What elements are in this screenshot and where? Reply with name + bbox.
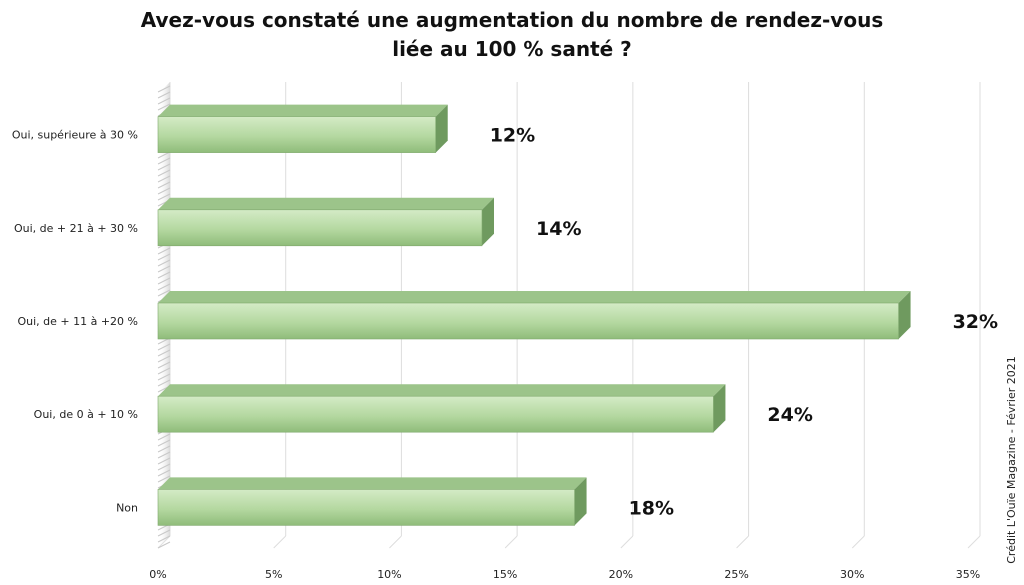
wall-hatch: [157, 151, 171, 159]
bar-side-face: [713, 384, 726, 433]
wall-hatch: [157, 451, 171, 459]
x-tick-label: 25%: [724, 568, 748, 581]
bar-front-face: [157, 209, 483, 247]
wall-hatch: [157, 439, 171, 447]
wall-hatch: [157, 529, 171, 537]
wall-hatch: [157, 103, 171, 111]
wall-hatch: [157, 541, 171, 549]
wall-hatch: [157, 445, 171, 453]
category-label: Oui, de + 21 à + 30 %: [14, 222, 138, 235]
wall-hatch: [157, 97, 171, 105]
wall-hatch: [157, 463, 171, 471]
bar-side-face: [898, 291, 911, 339]
grid-line-floor: [736, 535, 749, 549]
category-labels: Oui, supérieure à 30 % Oui, de + 21 à + 3…: [12, 129, 138, 515]
bar-front-face: [157, 489, 575, 526]
wall-hatch: [157, 175, 171, 183]
value-label: 18%: [629, 497, 674, 519]
x-tick-label: 20%: [609, 568, 633, 581]
wall-hatch: [157, 343, 171, 351]
category-label: Oui, supérieure à 30 %: [12, 129, 138, 142]
wall-hatch: [157, 433, 171, 441]
value-label: 32%: [953, 311, 998, 333]
category-label: Oui, de + 11 à +20 %: [17, 315, 138, 328]
wall-hatch: [157, 457, 171, 465]
x-tick-label: 35%: [956, 568, 980, 581]
x-axis-ticks: 0% 5% 10% 15% 20% 25% 30% 35%: [149, 568, 980, 581]
bar: [157, 104, 448, 153]
wall-hatch: [157, 259, 171, 267]
bar-top-face: [158, 197, 494, 210]
wall-hatch: [157, 289, 171, 297]
grid-line-floor: [389, 535, 402, 549]
wall-hatch: [157, 355, 171, 363]
wall-hatch: [157, 157, 171, 165]
wall-hatch: [157, 85, 171, 93]
x-tick-label: 10%: [377, 568, 401, 581]
bar-top-face: [158, 384, 726, 397]
grid-line-floor: [620, 535, 634, 549]
bar-front-face: [157, 302, 899, 340]
bar-side-face: [574, 477, 587, 526]
wall-hatch: [157, 187, 171, 195]
grid-line-floor: [851, 535, 865, 549]
wall-hatch: [157, 379, 171, 387]
bar: [157, 197, 494, 247]
wall-hatch: [157, 265, 171, 273]
grid-line-floor: [504, 535, 518, 549]
category-label: Non: [116, 501, 138, 514]
category-label: Oui, de 0 à + 10 %: [34, 408, 138, 421]
bar-side-face: [435, 104, 448, 153]
wall-hatch: [157, 367, 171, 375]
bar-front-face: [157, 395, 714, 433]
value-label: 12%: [490, 125, 535, 147]
wall-hatch: [157, 349, 171, 357]
chart-title-line-1: Avez-vous constaté une augmentation du n…: [141, 8, 883, 32]
wall-hatch: [157, 361, 171, 369]
wall-hatch: [157, 283, 171, 291]
x-tick-label: 5%: [265, 568, 282, 581]
chart-title-line-2: liée au 100 % santé ?: [392, 37, 632, 61]
wall-hatch: [157, 91, 171, 99]
wall-hatch: [157, 181, 171, 189]
wall-hatch: [157, 163, 171, 171]
bar: [157, 291, 911, 340]
credit-text: Crédit L'Ouïe Magazine - Février 2021: [1005, 356, 1018, 564]
x-tick-label: 30%: [840, 568, 864, 581]
grid-line-floor: [967, 535, 981, 549]
x-tick-label: 0%: [149, 568, 166, 581]
wall-hatch: [157, 277, 171, 285]
wall-hatch: [157, 373, 171, 381]
bar-front-face: [157, 116, 437, 153]
value-labels: 12% 14% 32% 24% 18%: [490, 125, 998, 520]
wall-hatch: [157, 253, 171, 261]
wall-hatch: [157, 169, 171, 177]
value-label: 24%: [767, 404, 812, 426]
bar-top-face: [158, 477, 587, 490]
value-label: 14%: [536, 218, 581, 240]
bar-top-face: [158, 291, 911, 303]
bar-side-face: [482, 197, 494, 246]
grid-line-floor: [273, 535, 287, 549]
bar-top-face: [158, 104, 448, 117]
wall-hatch: [157, 469, 171, 477]
wall-hatch: [157, 271, 171, 279]
wall-hatch: [157, 535, 171, 543]
bar: [157, 384, 726, 433]
wall-hatch: [157, 475, 171, 483]
wall-hatch: [157, 193, 171, 201]
bars: [157, 104, 911, 526]
x-tick-label: 15%: [493, 568, 517, 581]
bar: [157, 477, 587, 526]
wall-hatch: [157, 247, 171, 255]
